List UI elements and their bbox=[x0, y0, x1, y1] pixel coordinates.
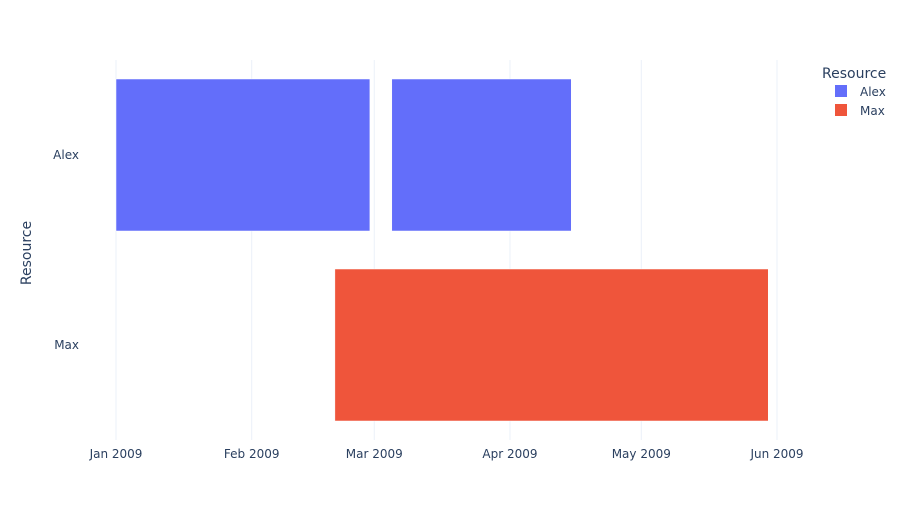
x-tick-label: Feb 2009 bbox=[224, 447, 280, 461]
legend-item-max[interactable]: Max bbox=[835, 104, 885, 118]
x-tick-label: Jan 2009 bbox=[89, 447, 143, 461]
legend-swatch bbox=[835, 104, 847, 116]
bar-alex-1[interactable] bbox=[115, 78, 371, 232]
legend-label: Alex bbox=[860, 85, 886, 99]
bars bbox=[115, 78, 769, 422]
y-axis-title: Resource bbox=[19, 221, 35, 285]
bar-alex-2[interactable] bbox=[391, 78, 572, 232]
x-tick-label: Jun 2009 bbox=[749, 447, 803, 461]
x-tick-label: May 2009 bbox=[612, 447, 671, 461]
x-tick-label: Mar 2009 bbox=[346, 447, 403, 461]
x-tick-label: Apr 2009 bbox=[482, 447, 537, 461]
legend-item-alex[interactable]: Alex bbox=[835, 85, 886, 99]
legend-title: Resource bbox=[822, 66, 886, 82]
bar-max-1[interactable] bbox=[334, 268, 769, 422]
x-axis-ticks: Jan 2009 Feb 2009 Mar 2009 Apr 2009 May 2009… bbox=[89, 447, 804, 461]
y-tick-label: Alex bbox=[53, 148, 79, 162]
legend-label: Max bbox=[860, 104, 885, 118]
y-axis-ticks: Alex Max bbox=[53, 148, 79, 352]
y-tick-label: Max bbox=[54, 338, 79, 352]
legend-swatch bbox=[835, 85, 847, 97]
legend[interactable]: Resource Alex Max bbox=[822, 66, 886, 118]
